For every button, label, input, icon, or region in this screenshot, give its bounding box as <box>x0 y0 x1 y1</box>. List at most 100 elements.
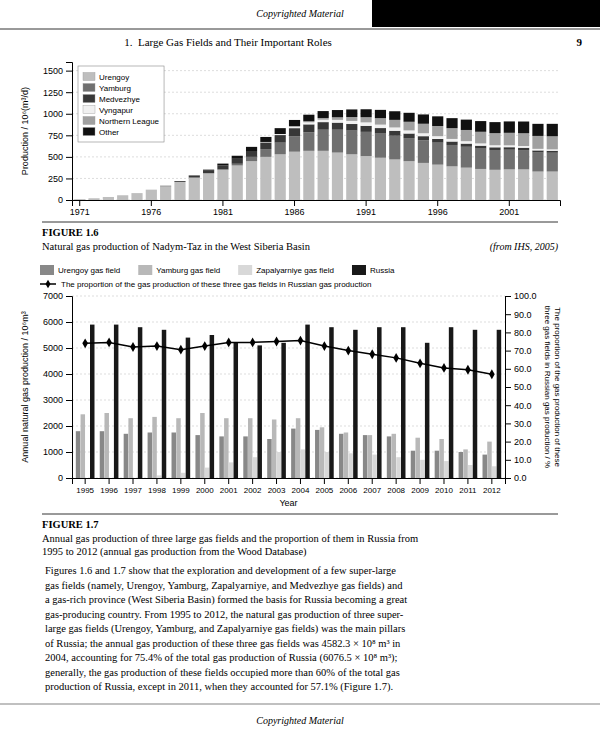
legend-entry: Russia <box>352 265 395 275</box>
line-marker <box>417 358 423 368</box>
y-tick-label: 250 <box>48 174 63 184</box>
x-tick: 2001 <box>499 200 519 217</box>
y-tick: 0 <box>58 195 72 205</box>
legend-entry: Urengoy gas field <box>40 265 120 275</box>
bar <box>305 325 309 478</box>
legend-marker <box>45 280 50 289</box>
y2-tick-mark <box>505 423 511 424</box>
y2-tick-label: 100.0 <box>514 291 537 301</box>
y-tick: 7000 <box>43 291 72 301</box>
caption-rule <box>42 514 558 515</box>
bar-segment <box>518 133 529 146</box>
bar <box>377 327 381 478</box>
y-tick-mark <box>66 135 72 136</box>
y2-axis-line <box>506 297 512 479</box>
x-tick: 2005 <box>315 478 333 495</box>
bar-segment <box>432 143 443 165</box>
bar-segment <box>260 137 271 142</box>
y-axis: 01000200030004000500060007000 <box>43 291 73 483</box>
line-marker <box>82 338 88 348</box>
bar <box>162 330 166 478</box>
bar <box>104 413 108 478</box>
bar-segment <box>547 136 558 149</box>
bar-segment <box>260 157 271 200</box>
chart: 1971197619811986199119962001025050075010… <box>20 63 561 218</box>
y-tick-label: 4000 <box>43 369 63 379</box>
x-tick-label: 2002 <box>244 486 262 495</box>
x-tick: 2002 <box>244 478 262 495</box>
line <box>85 341 492 375</box>
bar-segment <box>189 175 200 176</box>
bar-segment <box>504 169 515 200</box>
y-tick-mark <box>66 426 72 427</box>
bar-segment <box>389 127 400 130</box>
body-line: production of Russia, except in 2011, wh… <box>45 681 393 693</box>
x-tick: 2006 <box>339 478 357 495</box>
x-tick-label: 2010 <box>435 486 453 495</box>
bar <box>329 327 333 478</box>
bar <box>186 338 190 478</box>
caption-text: 1995 to 2012 (annual gas production from… <box>42 546 307 558</box>
y-tick: 1000 <box>43 109 72 119</box>
x-tick-mark <box>396 478 397 484</box>
x-axis-line <box>73 201 561 207</box>
y2-tick: 70.0 <box>505 346 532 356</box>
bar-segment <box>88 198 99 200</box>
bar-segment <box>103 196 114 197</box>
x-tick-mark <box>420 478 421 484</box>
y-tick-mark <box>66 92 72 93</box>
bar-segment <box>189 176 200 178</box>
legend-swatch <box>352 265 366 275</box>
bar-segment <box>289 127 300 129</box>
x-tick: 2001 <box>220 478 238 495</box>
y-tick: 2000 <box>43 421 72 431</box>
bar <box>401 327 405 478</box>
bar-segment <box>432 126 443 136</box>
y-tick-mark <box>66 452 72 453</box>
marks <box>76 325 501 478</box>
bar-segment <box>489 150 500 170</box>
x-axis: 1971197619811986199119962001 <box>70 200 561 217</box>
y-tick-label: 1250 <box>43 88 63 98</box>
bar <box>272 420 276 479</box>
bar-segment <box>489 147 500 150</box>
x-tick-mark <box>79 200 80 206</box>
x-tick-label: 1976 <box>141 207 161 217</box>
x-tick-mark <box>252 478 253 484</box>
bar-segment <box>174 181 185 182</box>
caption-rule <box>42 222 558 223</box>
bar-segment <box>174 181 185 182</box>
bar-segment <box>375 125 386 128</box>
page-number: 9 <box>577 36 583 48</box>
bar-segment <box>131 193 142 194</box>
bar <box>301 449 305 478</box>
bar <box>425 343 429 478</box>
bar-segment <box>332 120 343 123</box>
y2-tick-mark <box>505 405 511 406</box>
bar-segment <box>289 152 300 200</box>
bar-segment <box>117 195 128 196</box>
bar-segment <box>318 118 329 120</box>
bar-segment <box>131 193 142 194</box>
bar-segment <box>74 199 85 200</box>
y-tick-mark <box>66 374 72 375</box>
y-tick-label: 5000 <box>43 343 63 353</box>
legend-swatch <box>83 106 95 114</box>
y-tick-label: 6000 <box>43 317 63 327</box>
x-tick: 1971 <box>70 200 90 217</box>
bar-segment <box>232 156 243 159</box>
bar-segment <box>418 124 429 133</box>
bar-segment <box>489 133 500 145</box>
x-tick-label: 1996 <box>428 207 448 217</box>
body-line: a gas-rich province (West Siberia Basin)… <box>45 594 407 606</box>
bar-segment <box>74 199 85 200</box>
bar-segment <box>547 172 558 200</box>
x-tick-mark <box>228 478 229 484</box>
bar-segment <box>532 124 543 136</box>
y2-tick-mark <box>505 478 511 479</box>
x-tick-label: 1995 <box>76 486 94 495</box>
bar-segment <box>275 154 286 200</box>
x-tick: 1995 <box>76 478 94 495</box>
x-tick-label: 1991 <box>356 207 376 217</box>
bar-segment <box>74 199 85 200</box>
